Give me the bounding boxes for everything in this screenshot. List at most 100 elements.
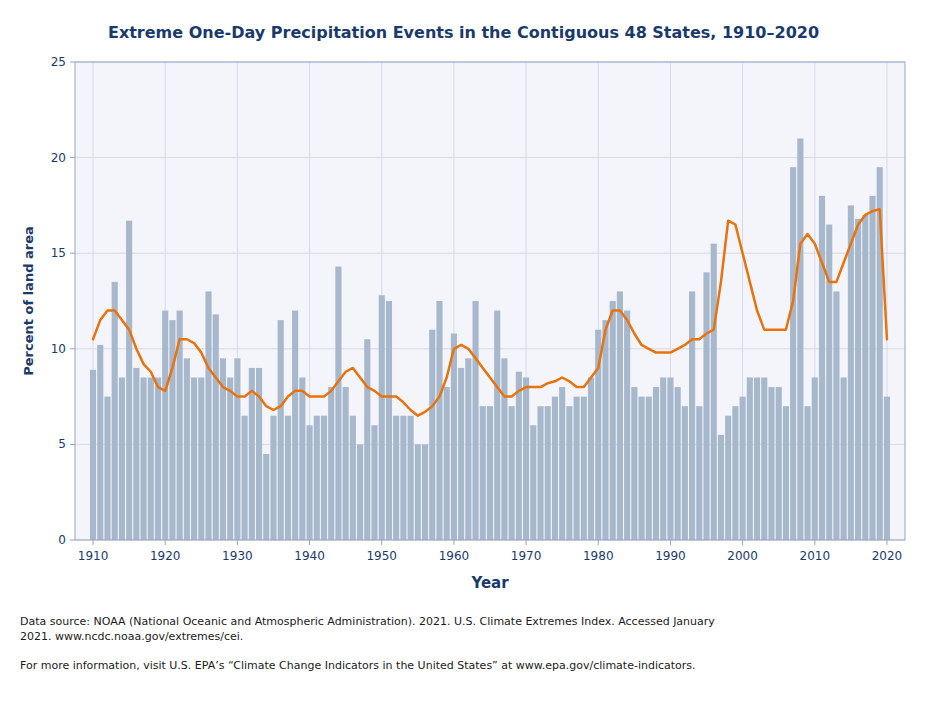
bar bbox=[278, 320, 284, 540]
x-tick bbox=[742, 540, 743, 545]
y-tick-label: 20 bbox=[51, 151, 66, 165]
bar bbox=[191, 377, 197, 540]
bar bbox=[379, 295, 385, 540]
footnote-line: 2021. www.ncdc.noaa.gov/extremes/cei. bbox=[20, 630, 243, 643]
bar bbox=[740, 397, 746, 540]
bar bbox=[566, 406, 572, 540]
bar bbox=[234, 358, 240, 540]
x-tick-label: 2000 bbox=[727, 549, 758, 563]
bar bbox=[761, 377, 767, 540]
grid bbox=[75, 62, 905, 540]
line bbox=[93, 209, 887, 415]
bar bbox=[133, 368, 139, 540]
bar bbox=[119, 377, 125, 540]
bar bbox=[711, 244, 717, 540]
bar bbox=[140, 377, 146, 540]
x-tick-label: 2010 bbox=[800, 549, 831, 563]
bar bbox=[472, 301, 478, 540]
bar bbox=[415, 444, 421, 540]
bar bbox=[624, 311, 630, 540]
x-tick-label: 1980 bbox=[583, 549, 614, 563]
bar bbox=[148, 377, 154, 540]
grid-line-y bbox=[75, 157, 905, 158]
x-tick bbox=[814, 540, 815, 545]
bar bbox=[783, 406, 789, 540]
y-tick bbox=[70, 444, 75, 445]
bar bbox=[559, 387, 565, 540]
bar bbox=[631, 387, 637, 540]
bar bbox=[833, 291, 839, 540]
x-tick-label: 1950 bbox=[366, 549, 397, 563]
bar bbox=[162, 311, 168, 540]
title: Extreme One-Day Precipitation Events in … bbox=[108, 23, 819, 42]
bar bbox=[400, 416, 406, 540]
bar bbox=[335, 267, 341, 540]
bar bbox=[386, 301, 392, 540]
bar bbox=[790, 167, 796, 540]
bar bbox=[747, 377, 753, 540]
y-tick-label: 25 bbox=[51, 55, 66, 69]
bar bbox=[667, 377, 673, 540]
bar bbox=[523, 377, 529, 540]
bar bbox=[242, 416, 248, 540]
bar bbox=[588, 377, 594, 540]
bar bbox=[574, 397, 580, 540]
bar bbox=[270, 416, 276, 540]
axes: 1910192019301940195019601970198019902000… bbox=[51, 55, 903, 563]
bar bbox=[768, 387, 774, 540]
y-axis-label: Percent of land area bbox=[21, 226, 36, 375]
bar bbox=[227, 377, 233, 540]
footnote-line: For more information, visit U.S. EPA’s “… bbox=[20, 659, 696, 672]
bar bbox=[213, 314, 219, 540]
data bbox=[90, 138, 890, 540]
y-tick-label: 0 bbox=[58, 533, 66, 547]
x-tick-label: 1930 bbox=[222, 549, 253, 563]
bar bbox=[732, 406, 738, 540]
bar bbox=[653, 387, 659, 540]
bar bbox=[112, 282, 118, 540]
bar bbox=[610, 301, 616, 540]
bar bbox=[306, 425, 312, 540]
x-tick-label: 1920 bbox=[150, 549, 181, 563]
bar bbox=[480, 406, 486, 540]
bar bbox=[819, 196, 825, 540]
plot-background bbox=[75, 62, 905, 540]
bar bbox=[509, 406, 515, 540]
y-tick bbox=[70, 157, 75, 158]
y-tick-label: 5 bbox=[58, 437, 66, 451]
x-tick-label: 1960 bbox=[439, 549, 470, 563]
footnote: Data source: NOAA (National Oceanic and … bbox=[20, 615, 715, 643]
bar bbox=[545, 406, 551, 540]
bar bbox=[812, 377, 818, 540]
bar bbox=[725, 416, 731, 540]
footnote: For more information, visit U.S. EPA’s “… bbox=[20, 659, 696, 672]
x-tick bbox=[237, 540, 238, 545]
bar bbox=[299, 377, 305, 540]
bar bbox=[408, 416, 414, 540]
bar bbox=[451, 334, 457, 540]
bar bbox=[321, 416, 327, 540]
bar bbox=[97, 345, 103, 540]
y-tick bbox=[70, 348, 75, 349]
bar bbox=[638, 397, 644, 540]
bar bbox=[429, 330, 435, 540]
bar bbox=[328, 387, 334, 540]
y-tick-label: 10 bbox=[51, 342, 66, 356]
bar bbox=[848, 205, 854, 540]
x-tick bbox=[309, 540, 310, 545]
bar bbox=[169, 320, 175, 540]
x-axis-label: Year bbox=[470, 574, 509, 592]
bar bbox=[537, 406, 543, 540]
bar bbox=[776, 387, 782, 540]
bar bbox=[826, 225, 832, 540]
chart: 1910192019301940195019601970198019902000… bbox=[0, 0, 927, 722]
bar bbox=[516, 372, 522, 540]
plot-frame bbox=[75, 62, 905, 540]
bar bbox=[675, 387, 681, 540]
bar bbox=[205, 291, 211, 540]
bar bbox=[285, 416, 291, 540]
bar bbox=[617, 291, 623, 540]
bar bbox=[393, 416, 399, 540]
bar bbox=[718, 435, 724, 540]
bar bbox=[689, 291, 695, 540]
